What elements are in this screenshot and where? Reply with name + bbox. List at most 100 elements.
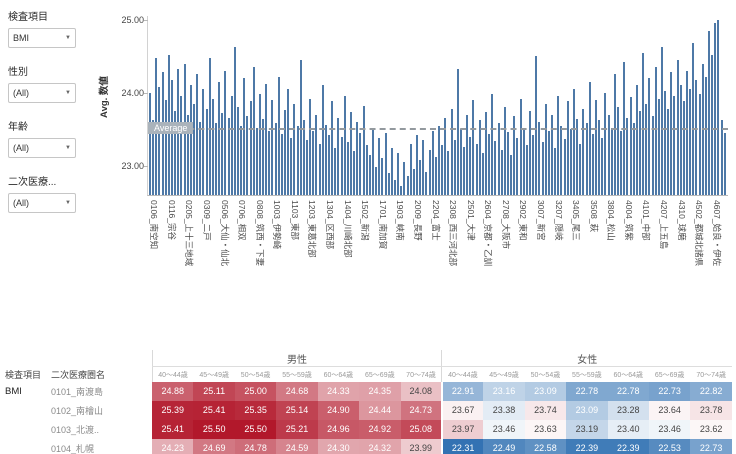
value-cell[interactable]: 25.08 <box>400 420 442 439</box>
bar[interactable] <box>365 145 368 195</box>
bar[interactable] <box>280 133 283 195</box>
bar[interactable] <box>664 91 667 195</box>
bar[interactable] <box>196 74 199 195</box>
bar[interactable] <box>189 85 192 195</box>
bar[interactable] <box>428 149 431 195</box>
bar[interactable] <box>613 74 616 195</box>
bar[interactable] <box>362 105 365 195</box>
bar[interactable] <box>538 121 541 195</box>
bar[interactable] <box>400 186 403 195</box>
bar[interactable] <box>233 47 236 195</box>
bar[interactable] <box>249 101 252 195</box>
value-cell[interactable]: 22.39 <box>607 439 649 454</box>
bar[interactable] <box>312 130 315 195</box>
bar[interactable] <box>676 59 679 195</box>
value-cell[interactable]: 24.69 <box>193 439 235 454</box>
value-cell[interactable]: 23.46 <box>648 420 691 439</box>
bar[interactable] <box>271 100 274 195</box>
value-cell[interactable]: 24.44 <box>359 401 401 420</box>
bar[interactable] <box>227 117 230 195</box>
bar[interactable] <box>180 95 183 195</box>
bar[interactable] <box>620 130 623 195</box>
bar[interactable] <box>306 140 309 195</box>
bar[interactable] <box>262 119 265 195</box>
value-cell[interactable]: 23.16 <box>483 382 525 401</box>
bar[interactable] <box>214 123 217 195</box>
bar[interactable] <box>519 98 522 195</box>
bar[interactable] <box>585 123 588 195</box>
bar[interactable] <box>337 118 340 195</box>
value-cell[interactable]: 24.23 <box>152 439 194 454</box>
bar[interactable] <box>642 52 645 195</box>
bar[interactable] <box>645 103 648 195</box>
bar[interactable] <box>277 76 280 195</box>
bar[interactable] <box>299 59 302 195</box>
bar[interactable] <box>331 101 334 195</box>
bar[interactable] <box>648 78 651 195</box>
value-cell[interactable]: 24.30 <box>317 439 360 454</box>
bar[interactable] <box>321 85 324 195</box>
bar[interactable] <box>532 135 535 195</box>
bar[interactable] <box>208 57 211 195</box>
value-cell[interactable]: 24.32 <box>359 439 401 454</box>
bar[interactable] <box>328 135 331 195</box>
value-cell[interactable]: 23.63 <box>524 420 567 439</box>
value-cell[interactable]: 24.96 <box>317 420 360 439</box>
bar[interactable] <box>488 133 491 195</box>
bar[interactable] <box>491 94 494 195</box>
value-cell[interactable]: 25.11 <box>193 382 235 401</box>
bar[interactable] <box>368 154 371 195</box>
bar[interactable] <box>419 159 422 195</box>
value-cell[interactable]: 22.78 <box>566 382 608 401</box>
bar[interactable] <box>638 110 641 195</box>
bar[interactable] <box>629 97 632 195</box>
bar[interactable] <box>293 103 296 195</box>
bar[interactable] <box>403 162 406 195</box>
bar[interactable] <box>224 70 227 195</box>
bar[interactable] <box>422 140 425 195</box>
bar[interactable] <box>547 130 550 195</box>
bar[interactable] <box>478 120 481 195</box>
bar[interactable] <box>485 111 488 195</box>
bar[interactable] <box>356 121 359 195</box>
bar[interactable] <box>516 138 519 195</box>
bar[interactable] <box>186 114 189 195</box>
bar[interactable] <box>309 98 312 195</box>
bar[interactable] <box>651 116 654 195</box>
value-cell[interactable]: 24.59 <box>276 439 318 454</box>
bar[interactable] <box>211 98 214 195</box>
bar[interactable] <box>686 70 689 195</box>
bar[interactable] <box>387 173 390 195</box>
bar[interactable] <box>692 43 695 195</box>
bar[interactable] <box>632 123 635 195</box>
bar[interactable] <box>258 94 261 195</box>
bar[interactable] <box>412 169 415 195</box>
bar[interactable] <box>660 47 663 195</box>
bar[interactable] <box>296 125 299 195</box>
bar[interactable] <box>551 114 553 195</box>
bar[interactable] <box>667 108 670 195</box>
value-cell[interactable]: 25.21 <box>276 420 318 439</box>
bar[interactable] <box>626 117 629 195</box>
bar[interactable] <box>324 124 327 195</box>
bar[interactable] <box>230 96 233 195</box>
bar[interactable] <box>353 151 356 195</box>
bar[interactable] <box>334 147 337 195</box>
bar[interactable] <box>720 120 723 195</box>
bar[interactable] <box>158 86 161 195</box>
bar[interactable] <box>205 108 208 195</box>
bar[interactable] <box>434 157 437 195</box>
bar[interactable] <box>202 89 205 195</box>
bar[interactable] <box>673 96 676 195</box>
bar[interactable] <box>174 110 177 195</box>
value-cell[interactable]: 22.73 <box>690 439 732 454</box>
bar[interactable] <box>594 100 597 195</box>
value-cell[interactable]: 24.35 <box>359 382 401 401</box>
bar[interactable] <box>507 132 510 195</box>
value-cell[interactable]: 23.78 <box>690 401 732 420</box>
bar[interactable] <box>444 118 447 195</box>
bar[interactable] <box>497 123 500 195</box>
bar[interactable] <box>218 81 221 195</box>
bar[interactable] <box>654 67 657 195</box>
value-cell[interactable]: 23.19 <box>566 420 608 439</box>
